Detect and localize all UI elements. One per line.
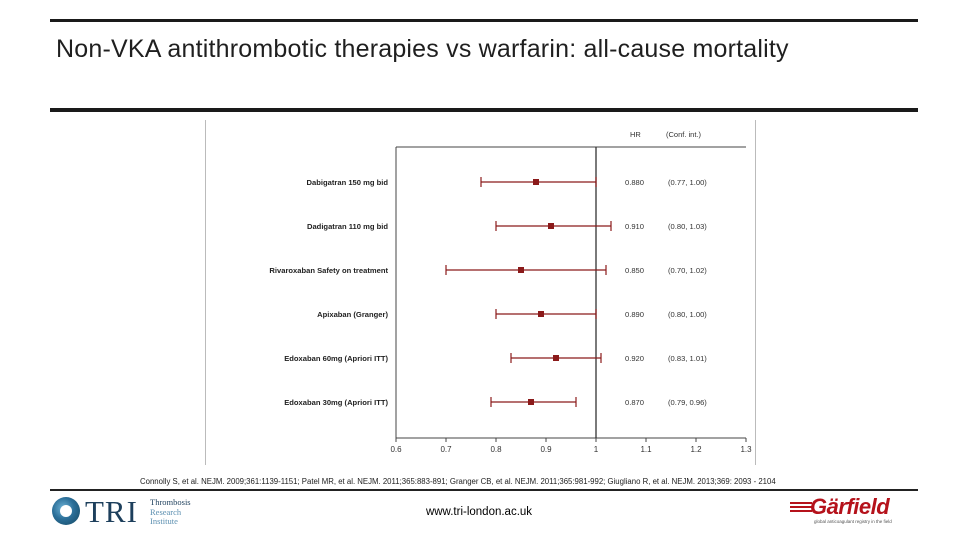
hr-value: 0.850 — [625, 266, 644, 275]
row-label: Rivaroxaban Safety on treatment — [269, 266, 388, 275]
forest-plot-figure: HR (Conf. int.) 0.6 0.7 0.8 0.9 1 1.1 1.2 1.3 Dabi… — [205, 120, 756, 465]
row-label: Edoxaban 60mg (Apriori ITT) — [284, 354, 388, 363]
ci-value: (0.80, 1.00) — [668, 310, 707, 319]
garfield-logo-text: Gärfield — [810, 494, 890, 519]
ci-value: (0.80, 1.03) — [668, 222, 707, 231]
ci-value: (0.70, 1.02) — [668, 266, 707, 275]
slide-title: Non-VKA antithrombotic therapies vs warf… — [56, 35, 789, 63]
x-tick-label: 0.9 — [540, 445, 552, 454]
ci-value: (0.83, 1.01) — [668, 354, 707, 363]
row-label: Dabigatran 150 mg bid — [307, 178, 389, 187]
x-tick-label: 0.8 — [490, 445, 502, 454]
hr-value: 0.890 — [625, 310, 644, 319]
garfield-tagline: global anticoagulant registry in the fie… — [814, 519, 892, 524]
ci-value: (0.77, 1.00) — [668, 178, 707, 187]
hr-value: 0.910 — [625, 222, 644, 231]
garfield-logo: Gärfield global anticoagulant registry i… — [790, 494, 920, 530]
tri-institute-name: Thrombosis Research Institute — [150, 497, 191, 526]
x-tick-label: 1.1 — [640, 445, 652, 454]
ci-value: (0.79, 0.96) — [668, 398, 707, 407]
garfield-stripes-icon — [790, 502, 812, 516]
tri-globe-icon — [52, 497, 80, 525]
row-label: Apixaban (Granger) — [317, 310, 388, 319]
hr-value: 0.880 — [625, 178, 644, 187]
header-ci: (Conf. int.) — [666, 130, 702, 139]
forest-plot: HR (Conf. int.) 0.6 0.7 0.8 0.9 1 1.1 1.2 1.3 Dabi… — [269, 130, 752, 454]
row-label: Edoxaban 30mg (Apriori ITT) — [284, 398, 388, 407]
title-rule — [50, 108, 918, 112]
hr-point — [533, 179, 539, 185]
footer-rule — [50, 489, 918, 491]
hr-point — [518, 267, 524, 273]
top-rule — [50, 19, 918, 22]
hr-point — [528, 399, 534, 405]
tri-logo-text: TRI — [85, 494, 138, 529]
tri-logo: TRI Thrombosis Research Institute — [52, 494, 212, 529]
x-tick-label: 1.3 — [740, 445, 752, 454]
citation-text: Connolly S, et al. NEJM. 2009;361:1139-1… — [140, 477, 776, 486]
hr-point — [548, 223, 554, 229]
hr-point — [538, 311, 544, 317]
hr-point — [553, 355, 559, 361]
x-tick-label: 0.7 — [440, 445, 452, 454]
hr-value: 0.920 — [625, 354, 644, 363]
x-tick-label: 1 — [594, 445, 599, 454]
header-hr: HR — [630, 130, 641, 139]
x-tick-label: 0.6 — [390, 445, 402, 454]
hr-value: 0.870 — [625, 398, 644, 407]
x-tick-label: 1.2 — [690, 445, 702, 454]
row-label: Dadigatran 110 mg bid — [307, 222, 388, 231]
footer-url[interactable]: www.tri-london.ac.uk — [425, 506, 533, 518]
